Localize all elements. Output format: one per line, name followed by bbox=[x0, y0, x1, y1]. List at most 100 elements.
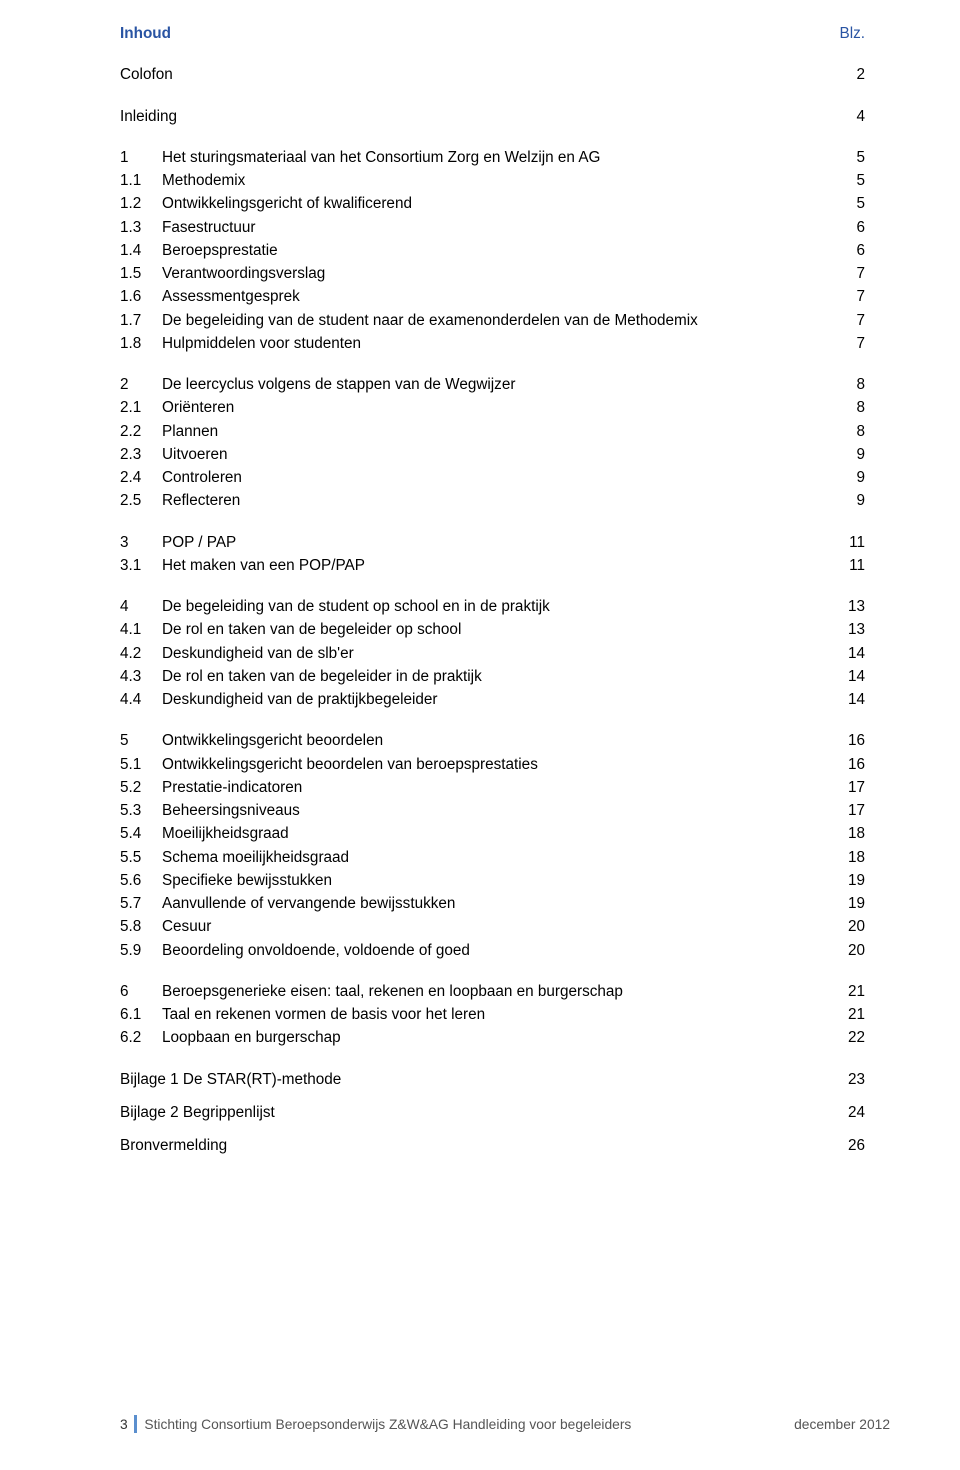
toc-row-number: 3.1 bbox=[120, 554, 162, 577]
footer-center-text: Stichting Consortium Beroepsonderwijs Z&… bbox=[144, 1417, 631, 1432]
toc-group: Colofon2 bbox=[120, 63, 865, 86]
toc-group: Inleiding4 bbox=[120, 105, 865, 128]
toc-row-number: 2.3 bbox=[120, 443, 162, 466]
toc-row-label: POP / PAP bbox=[162, 531, 825, 554]
toc-row: Bijlage 2 Begrippenlijst24 bbox=[120, 1101, 865, 1124]
toc-row-number: 2.4 bbox=[120, 466, 162, 489]
toc-row-number: 1.2 bbox=[120, 192, 162, 215]
toc-row-number: 2.2 bbox=[120, 420, 162, 443]
toc-row-page: 2 bbox=[825, 63, 865, 86]
toc-row-label: Bijlage 1 De STAR(RT)-methode bbox=[120, 1068, 825, 1091]
toc-row-label: Assessmentgesprek bbox=[162, 285, 825, 308]
toc-row: 4.1De rol en taken van de begeleider op … bbox=[120, 618, 865, 641]
toc-row-label: Prestatie-indicatoren bbox=[162, 776, 825, 799]
toc-row-label: De rol en taken van de begeleider in de … bbox=[162, 665, 825, 688]
toc-row-page: 4 bbox=[825, 105, 865, 128]
toc-row: 2.1Oriënteren8 bbox=[120, 396, 865, 419]
toc-group: 4De begeleiding van de student op school… bbox=[120, 595, 865, 711]
toc-row-page: 5 bbox=[825, 146, 865, 169]
toc-page-col: Blz. bbox=[840, 22, 866, 45]
toc-row: 6.2Loopbaan en burgerschap22 bbox=[120, 1026, 865, 1049]
toc-row-page: 21 bbox=[825, 980, 865, 1003]
toc-row-label: De begeleiding van de student naar de ex… bbox=[162, 309, 825, 332]
toc-row-number: 5.3 bbox=[120, 799, 162, 822]
toc-row: 1.6Assessmentgesprek7 bbox=[120, 285, 865, 308]
toc-row-label: Bronvermelding bbox=[120, 1134, 825, 1157]
toc-row-page: 14 bbox=[825, 688, 865, 711]
toc-row: 2.4Controleren9 bbox=[120, 466, 865, 489]
toc-row-number: 5.2 bbox=[120, 776, 162, 799]
footer-page-number: 3 bbox=[120, 1417, 128, 1432]
toc-row-page: 7 bbox=[825, 262, 865, 285]
toc-row-label: Methodemix bbox=[162, 169, 825, 192]
toc-row-number: 5.4 bbox=[120, 822, 162, 845]
toc-row-page: 18 bbox=[825, 846, 865, 869]
toc-row: Colofon2 bbox=[120, 63, 865, 86]
toc-row-page: 16 bbox=[825, 753, 865, 776]
toc-row-label: Schema moeilijkheidsgraad bbox=[162, 846, 825, 869]
toc-row: 4.2Deskundigheid van de slb'er14 bbox=[120, 642, 865, 665]
toc-row: 6Beroepsgenerieke eisen: taal, rekenen e… bbox=[120, 980, 865, 1003]
toc-row-label: Deskundigheid van de slb'er bbox=[162, 642, 825, 665]
toc-body: Colofon2Inleiding41Het sturingsmateriaal… bbox=[120, 63, 865, 1157]
toc-row-label: Beoordeling onvoldoende, voldoende of go… bbox=[162, 939, 825, 962]
toc-row-label: Controleren bbox=[162, 466, 825, 489]
toc-row-page: 9 bbox=[825, 443, 865, 466]
toc-row: 6.1Taal en rekenen vormen de basis voor … bbox=[120, 1003, 865, 1026]
toc-row-page: 23 bbox=[825, 1068, 865, 1091]
toc-row: 5.1Ontwikkelingsgericht beoordelen van b… bbox=[120, 753, 865, 776]
toc-row: Inleiding4 bbox=[120, 105, 865, 128]
toc-row-label: Beroepsprestatie bbox=[162, 239, 825, 262]
toc-row: 5.8Cesuur20 bbox=[120, 915, 865, 938]
toc-row-page: 17 bbox=[825, 776, 865, 799]
toc-row-label: Beroepsgenerieke eisen: taal, rekenen en… bbox=[162, 980, 825, 1003]
toc-row-number: 4.4 bbox=[120, 688, 162, 711]
toc-row-number: 6 bbox=[120, 980, 162, 1003]
toc-group: 5Ontwikkelingsgericht beoordelen165.1Ont… bbox=[120, 729, 865, 962]
toc-row-number: 1.6 bbox=[120, 285, 162, 308]
toc-row-number: 1.4 bbox=[120, 239, 162, 262]
toc-row-label: Ontwikkelingsgericht beoordelen bbox=[162, 729, 825, 752]
toc-row-label: Bijlage 2 Begrippenlijst bbox=[120, 1101, 825, 1124]
toc-row-label: Deskundigheid van de praktijkbegeleider bbox=[162, 688, 825, 711]
toc-row: 3POP / PAP11 bbox=[120, 531, 865, 554]
toc-row-number: 4 bbox=[120, 595, 162, 618]
toc-row-number: 5 bbox=[120, 729, 162, 752]
toc-group: 6Beroepsgenerieke eisen: taal, rekenen e… bbox=[120, 980, 865, 1050]
toc-row-page: 19 bbox=[825, 869, 865, 892]
toc-row-page: 22 bbox=[825, 1026, 865, 1049]
toc-group: 2De leercyclus volgens de stappen van de… bbox=[120, 373, 865, 513]
toc-row-page: 6 bbox=[825, 239, 865, 262]
toc-row-label: De leercyclus volgens de stappen van de … bbox=[162, 373, 825, 396]
toc-row-number: 1.1 bbox=[120, 169, 162, 192]
toc-row-number: 1 bbox=[120, 146, 162, 169]
toc-row-number: 5.9 bbox=[120, 939, 162, 962]
toc-row: 1.5Verantwoordingsverslag7 bbox=[120, 262, 865, 285]
toc-row-number: 3 bbox=[120, 531, 162, 554]
toc-row-label: Reflecteren bbox=[162, 489, 825, 512]
toc-row-page: 8 bbox=[825, 396, 865, 419]
toc-row: 4De begeleiding van de student op school… bbox=[120, 595, 865, 618]
toc-row-number: 1.7 bbox=[120, 309, 162, 332]
toc-row: 2De leercyclus volgens de stappen van de… bbox=[120, 373, 865, 396]
toc-group: Bijlage 1 De STAR(RT)-methode23 bbox=[120, 1068, 865, 1091]
toc-row-number: 2 bbox=[120, 373, 162, 396]
toc-row-label: Verantwoordingsverslag bbox=[162, 262, 825, 285]
toc-row-label: Ontwikkelingsgericht beoordelen van bero… bbox=[162, 753, 825, 776]
toc-row-number: 5.1 bbox=[120, 753, 162, 776]
toc-row-label: Aanvullende of vervangende bewijsstukken bbox=[162, 892, 825, 915]
toc-row-page: 14 bbox=[825, 665, 865, 688]
toc-header: Inhoud Blz. bbox=[120, 22, 865, 45]
toc-row-page: 8 bbox=[825, 420, 865, 443]
toc-row-label: Hulpmiddelen voor studenten bbox=[162, 332, 825, 355]
toc-row: 5.2Prestatie-indicatoren17 bbox=[120, 776, 865, 799]
toc-row: 2.3Uitvoeren9 bbox=[120, 443, 865, 466]
toc-row: 1.2Ontwikkelingsgericht of kwalificerend… bbox=[120, 192, 865, 215]
toc-row-page: 9 bbox=[825, 489, 865, 512]
toc-row-number: 1.8 bbox=[120, 332, 162, 355]
toc-row-label: Beheersingsniveaus bbox=[162, 799, 825, 822]
toc-row-page: 5 bbox=[825, 169, 865, 192]
toc-row-number: 5.6 bbox=[120, 869, 162, 892]
toc-row-number: 5.7 bbox=[120, 892, 162, 915]
toc-row-page: 5 bbox=[825, 192, 865, 215]
